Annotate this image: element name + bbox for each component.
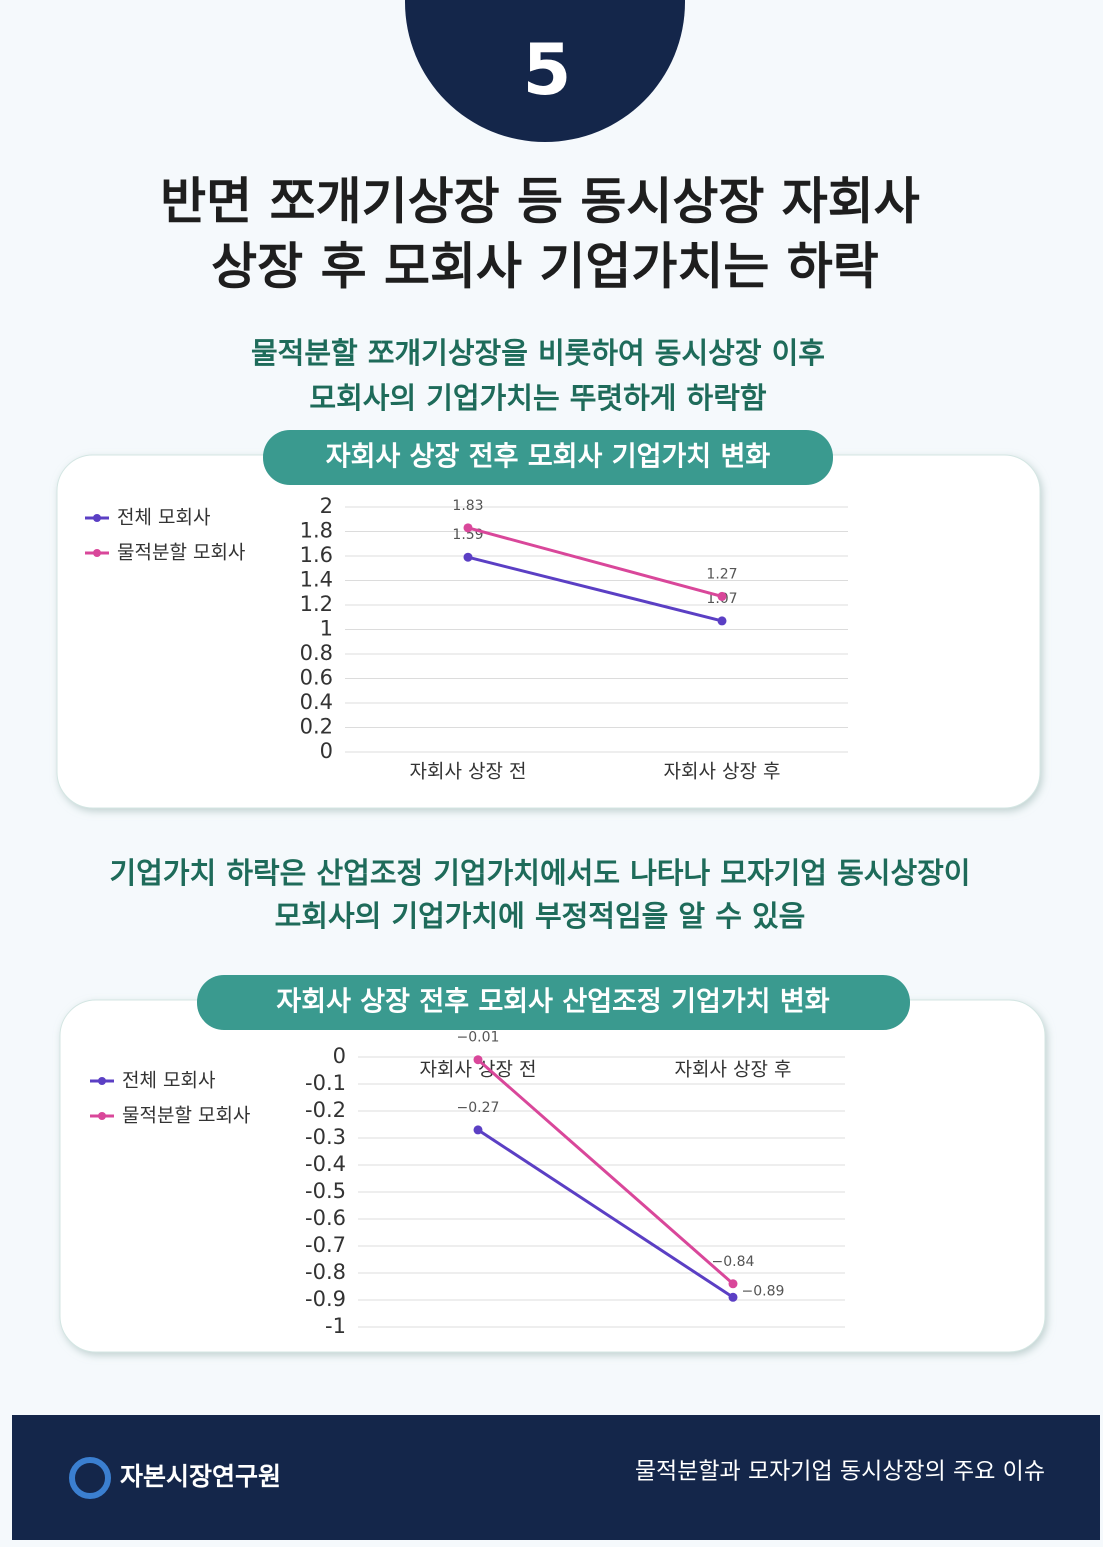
org-name: 자본시장연구원 — [120, 1462, 281, 1491]
point — [728, 1292, 738, 1302]
y-tick-label: 0.2 — [300, 715, 333, 739]
y-tick-label: -1 — [325, 1314, 346, 1338]
subtitle: 모회사의 기업가치에 부정적임을 알 수 있음 — [275, 899, 806, 933]
legend-label: 물적분할 모회사 — [122, 1105, 250, 1127]
footer — [12, 1415, 1100, 1540]
y-tick-label: -0.4 — [305, 1152, 346, 1176]
point — [463, 552, 473, 562]
badge — [405, 0, 685, 142]
line — [467, 555, 723, 623]
title: 반면 쪼개기상장 등 동시상장 자회사 — [160, 173, 920, 231]
y-tick-label: 0.6 — [300, 666, 333, 690]
y-tick-label: -0.7 — [305, 1233, 346, 1257]
y-tick-label: -0.2 — [305, 1098, 346, 1122]
y-tick-label: -0.8 — [305, 1260, 346, 1284]
y-tick-label: -0.5 — [305, 1179, 346, 1203]
point — [717, 616, 727, 626]
chart-title: 자회사 상장 전후 모회사 기업가치 변화 — [326, 442, 771, 473]
y-tick-label: 1 — [320, 617, 333, 641]
subtitle: 기업가치 하락은 산업조정 기업가치에서도 나타나 모자기업 동시상장이 — [110, 856, 971, 890]
legend-marker — [93, 514, 101, 522]
y-tick-label: 2 — [320, 494, 333, 518]
point — [473, 1055, 483, 1065]
point — [463, 523, 473, 533]
line — [477, 1058, 734, 1285]
legend-label: 전체 모회사 — [117, 507, 210, 529]
y-tick-label: 0 — [333, 1044, 346, 1068]
legend-label: 물적분할 모회사 — [117, 542, 245, 564]
y-tick-label: 1.8 — [300, 519, 333, 543]
line — [477, 1128, 734, 1299]
chart-title-pill — [197, 975, 910, 1030]
chart-title: 자회사 상장 전후 모회사 산업조정 기업가치 변화 — [276, 987, 829, 1018]
y-tick-label: -0.9 — [305, 1287, 346, 1311]
legend-marker — [93, 549, 101, 557]
data-label: 1.27 — [706, 566, 737, 582]
line — [467, 526, 723, 598]
data-label: −0.89 — [742, 1283, 785, 1299]
x-tick-label: 자회사 상장 전 — [410, 761, 527, 783]
subtitle: 모회사의 기업가치는 뚜렷하게 하락함 — [309, 381, 766, 415]
y-tick-label: 0.8 — [300, 641, 333, 665]
legend-label: 전체 모회사 — [122, 1070, 215, 1092]
y-tick-label: 0.4 — [300, 690, 333, 714]
point — [728, 1279, 738, 1289]
subtitle: 물적분할 쪼개기상장을 비롯하여 동시상장 이후 — [251, 336, 825, 370]
x-tick-label: 자회사 상장 전 — [420, 1059, 537, 1081]
y-tick-label: -0.3 — [305, 1125, 346, 1149]
point — [473, 1125, 483, 1135]
data-label: 1.83 — [452, 498, 483, 514]
legend-marker — [98, 1077, 106, 1085]
chart-title-pill — [263, 430, 833, 485]
x-tick-label: 자회사 상장 후 — [664, 761, 781, 783]
page-number: 5 — [523, 29, 572, 111]
chart-panel — [59, 999, 1046, 1353]
x-tick-label: 자회사 상장 후 — [675, 1059, 792, 1081]
logo — [69, 1457, 111, 1499]
y-tick-label: -0.1 — [305, 1071, 346, 1095]
data-label: −0.01 — [457, 1030, 500, 1046]
title: 상장 후 모회사 기업가치는 하락 — [211, 238, 879, 296]
series-title: 물적분할과 모자기업 동시상장의 주요 이슈 — [635, 1459, 1045, 1485]
y-tick-label: -0.6 — [305, 1206, 346, 1230]
y-tick-label: 1.4 — [300, 568, 333, 592]
data-label: −0.84 — [712, 1254, 755, 1270]
legend-marker — [98, 1112, 106, 1120]
y-tick-label: 0 — [320, 739, 333, 763]
point — [717, 591, 727, 601]
data-label: −0.27 — [457, 1100, 500, 1116]
y-tick-label: 1.6 — [300, 543, 333, 567]
y-tick-label: 1.2 — [300, 592, 333, 616]
